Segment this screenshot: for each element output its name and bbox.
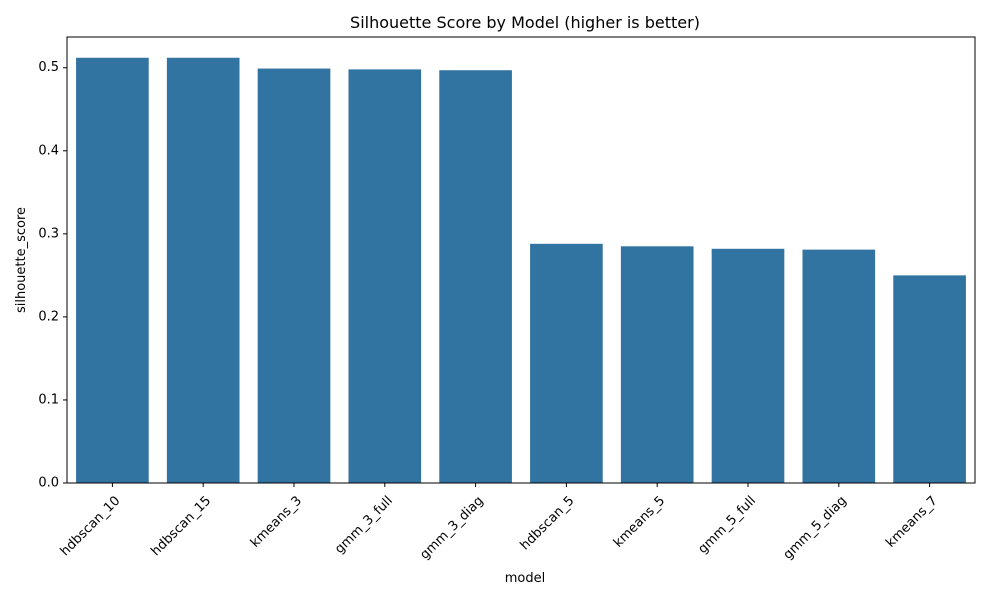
x-tick-label: gmm_5_full [695,493,759,557]
x-tick-label: hdbscan_10 [58,493,124,559]
y-axis-label: silhouette_score [14,207,29,313]
x-tick-label: kmeans_7 [883,493,940,550]
y-tick-label: 0.3 [38,226,59,241]
x-tick-label: hdbscan_15 [149,493,215,559]
bar-kmeans_3 [257,68,331,483]
bar-gmm_3_diag [439,70,512,483]
y-tick-label: 0.4 [38,143,59,158]
bar-hdbscan_5 [530,243,603,483]
bar-kmeans_7 [893,275,966,483]
bar-gmm_5_full [711,248,785,483]
x-axis: hdbscan_10 hdbscan_15 kmeans_3 gmm_3_full gm… [58,483,941,563]
x-tick-label: kmeans_5 [611,493,668,550]
x-axis-label: model [505,571,545,586]
y-tick-label: 0.0 [38,476,59,491]
bar-gmm_5_diag [802,249,876,483]
y-axis: 0.0 0.1 0.2 0.3 0.4 0.5 [38,60,67,491]
chart-title: Silhouette Score by Model (higher is bet… [350,13,700,32]
bar-gmm_3_full [348,69,422,483]
y-tick-label: 0.1 [38,392,59,407]
bar-hdbscan_10 [76,57,149,483]
y-tick-label: 0.2 [38,309,59,324]
plot-frame [66,36,976,484]
x-tick-label: gmm_5_diag [781,493,850,562]
x-tick-label: kmeans_3 [248,493,305,550]
bar-hdbscan_15 [166,57,240,483]
x-tick-label: gmm_3_full [332,493,396,557]
bar-kmeans_5 [620,246,694,483]
bars-group [76,57,966,483]
y-tick-label: 0.5 [38,60,59,75]
x-tick-label: hdbscan_5 [518,493,578,553]
x-tick-label: gmm_3_diag [417,493,486,562]
